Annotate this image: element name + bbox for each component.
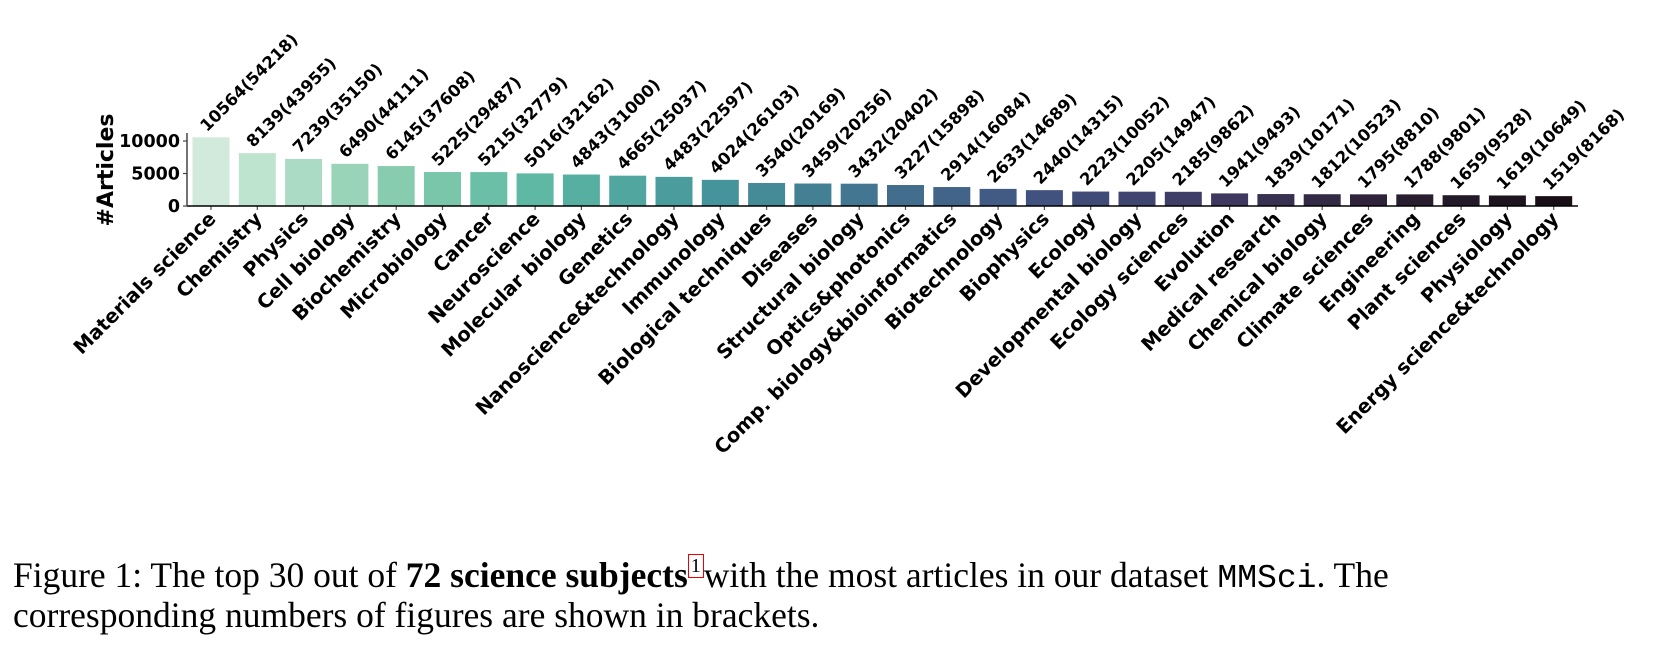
bar [655, 176, 693, 206]
y-tick-label: 0 [168, 197, 180, 217]
bar [1257, 194, 1295, 206]
data-label: 1659(9528) [1446, 104, 1535, 193]
bar [1303, 194, 1341, 206]
bar [887, 185, 924, 206]
bar [609, 175, 647, 206]
caption-bold: 72 science subjects [405, 555, 688, 595]
dataset-name: MMSci [1217, 560, 1317, 597]
data-label: 1795(8810) [1354, 103, 1443, 192]
y-axis-label: #Articles [94, 114, 119, 227]
data-label: 4483(22597) [659, 78, 756, 175]
caption-text: Figure 1: The top 30 out of [13, 555, 406, 595]
bar [285, 158, 323, 206]
bar [470, 172, 508, 206]
bar [238, 153, 276, 206]
y-tick-label: 5000 [131, 165, 180, 185]
caption-line-2: corresponding numbers of figures are sho… [13, 595, 820, 635]
bar [979, 188, 1017, 206]
bar [748, 182, 786, 206]
bar [1396, 194, 1434, 206]
figure-caption: Figure 1: The top 30 out of 72 science s… [13, 554, 1673, 635]
data-label: 1519(8168) [1539, 105, 1628, 194]
y-tick-label: 10000 [119, 132, 180, 152]
caption-text: with the most articles in our dataset [703, 555, 1218, 595]
data-label: 1788(9801) [1400, 103, 1489, 192]
bar [1442, 195, 1480, 206]
data-label: 7239(35150) [289, 60, 386, 157]
data-label: 4024(26103) [706, 81, 803, 178]
bar [794, 183, 832, 206]
bar [1211, 193, 1249, 206]
bar [562, 174, 600, 206]
bar [701, 179, 739, 206]
bar [377, 166, 415, 206]
bar [516, 173, 554, 206]
bar [1025, 190, 1063, 206]
bar [1535, 196, 1573, 206]
data-label: 6145(37608) [382, 67, 479, 164]
bar [1118, 191, 1156, 206]
bar [1350, 194, 1387, 206]
bar [840, 183, 878, 206]
data-label: 2185(9862) [1169, 101, 1258, 190]
bar [1072, 191, 1110, 206]
bar [424, 172, 461, 206]
caption-line-1: Figure 1: The top 30 out of 72 science s… [13, 554, 1673, 597]
bar [1164, 191, 1202, 206]
bar [1488, 195, 1526, 206]
bar [192, 137, 230, 206]
bar-chart: 10564(54218)8139(43955)7239(35150)6490(4… [69, 30, 1628, 459]
caption-text: . The [1316, 555, 1389, 595]
bar [933, 187, 971, 206]
footnote-link[interactable]: 1 [687, 554, 704, 578]
bar [331, 163, 369, 206]
